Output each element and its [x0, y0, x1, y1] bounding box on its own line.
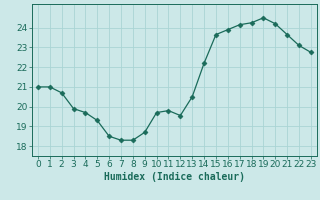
X-axis label: Humidex (Indice chaleur): Humidex (Indice chaleur): [104, 172, 245, 182]
